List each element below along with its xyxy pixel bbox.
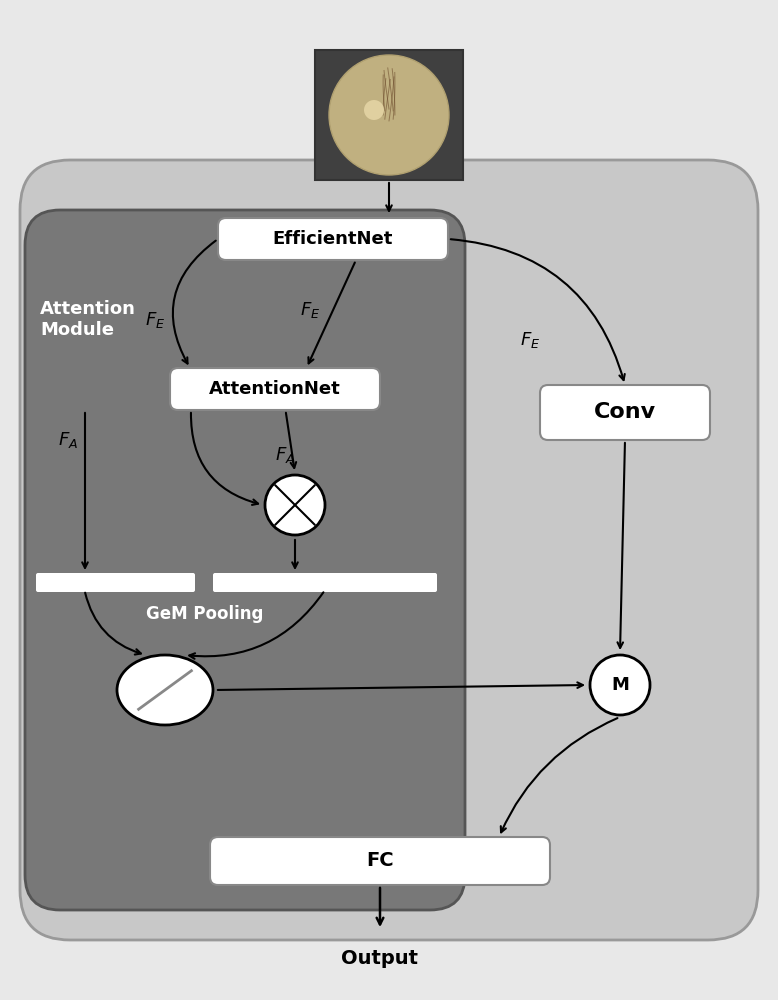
- Bar: [315, 50, 463, 180]
- FancyBboxPatch shape: [20, 160, 758, 940]
- FancyBboxPatch shape: [210, 837, 550, 885]
- FancyBboxPatch shape: [540, 385, 710, 440]
- Circle shape: [329, 55, 449, 175]
- FancyBboxPatch shape: [25, 210, 465, 910]
- Text: EfficientNet: EfficientNet: [273, 230, 393, 248]
- FancyBboxPatch shape: [170, 368, 380, 410]
- Circle shape: [265, 475, 325, 535]
- Text: $F_E$: $F_E$: [145, 310, 165, 330]
- Text: $F_A$: $F_A$: [58, 430, 78, 450]
- FancyBboxPatch shape: [213, 573, 437, 592]
- Text: Output: Output: [342, 948, 419, 968]
- Text: Attention
Module: Attention Module: [40, 300, 136, 339]
- Text: $F_A$: $F_A$: [275, 445, 295, 465]
- Circle shape: [364, 100, 384, 120]
- Text: FC: FC: [366, 852, 394, 870]
- Text: $F_E$: $F_E$: [520, 330, 540, 350]
- FancyBboxPatch shape: [36, 573, 195, 592]
- Text: GeM Pooling: GeM Pooling: [146, 605, 264, 623]
- FancyBboxPatch shape: [218, 218, 448, 260]
- Circle shape: [590, 655, 650, 715]
- Text: Conv: Conv: [594, 402, 656, 422]
- Text: $F_E$: $F_E$: [300, 300, 321, 320]
- Ellipse shape: [117, 655, 213, 725]
- Text: M: M: [611, 676, 629, 694]
- Text: AttentionNet: AttentionNet: [209, 380, 341, 398]
